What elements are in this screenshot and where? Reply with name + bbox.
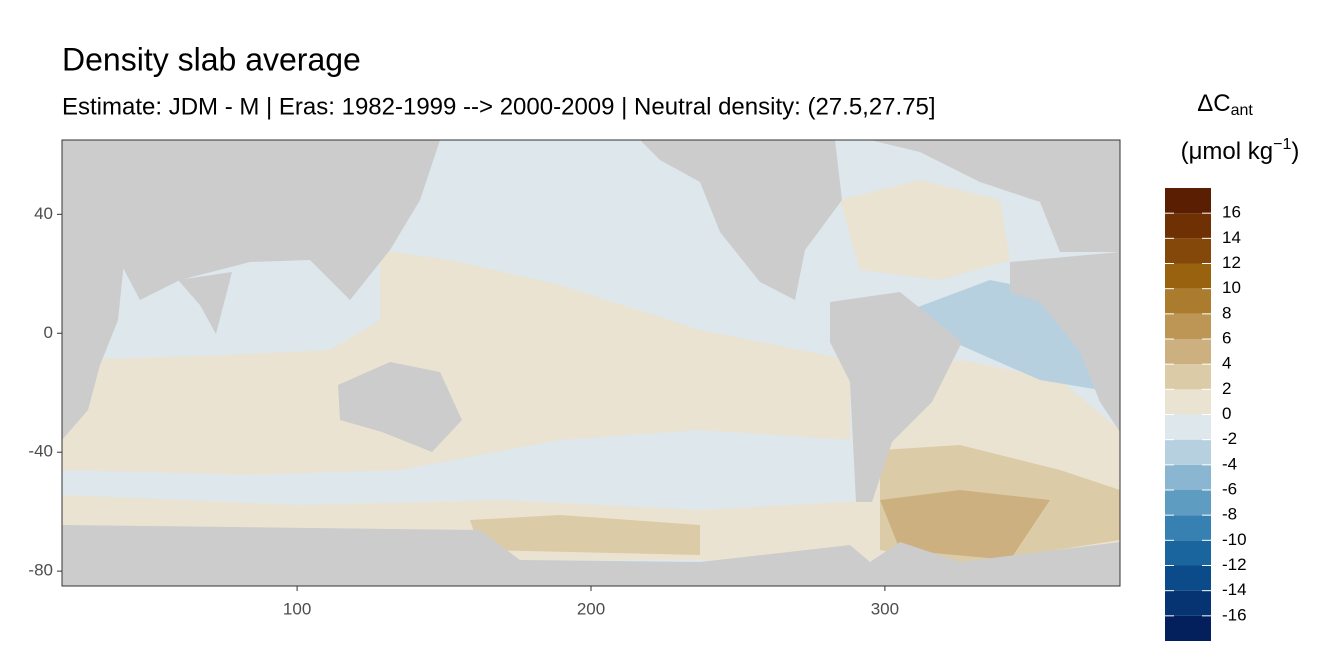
legend-unit-main: (μmol kg [1181, 138, 1274, 165]
y-tick-label: -40 [28, 442, 53, 461]
x-tick-label: 100 [283, 599, 311, 618]
legend-label: 0 [1222, 404, 1231, 423]
ocean-region [470, 515, 700, 555]
colorbar-bin [1165, 389, 1211, 415]
ocean-region [62, 250, 850, 475]
legend-label: 10 [1222, 278, 1241, 297]
legend-label: 8 [1222, 303, 1231, 322]
map-layer [62, 140, 1120, 586]
legend-label: -14 [1222, 580, 1247, 599]
land [62, 258, 124, 440]
colorbar-bin [1165, 615, 1211, 641]
legend-label: 2 [1222, 379, 1231, 398]
land [870, 140, 1120, 252]
legend-label: -8 [1222, 505, 1237, 524]
colorbar-bin [1165, 490, 1211, 516]
colorbar-bin [1165, 540, 1211, 566]
legend-label: -2 [1222, 429, 1237, 448]
legend-title: ΔCant [1197, 90, 1253, 119]
land [830, 292, 962, 502]
x-tick-label: 300 [871, 599, 899, 618]
legend-label: 12 [1222, 253, 1241, 272]
chart-subtitle: Estimate: JDM - M | Eras: 1982-1999 --> … [62, 93, 936, 120]
colorbar-bin [1165, 339, 1211, 365]
land [62, 140, 440, 300]
y-tick-label: -80 [28, 561, 53, 580]
legend-label: 16 [1222, 203, 1241, 222]
ocean-region [840, 180, 1010, 280]
colorbar-bin [1165, 565, 1211, 591]
colorbar-bin [1165, 313, 1211, 339]
legend-unit-close: ) [1291, 138, 1299, 165]
colorbar-bin [1165, 590, 1211, 616]
land [178, 272, 232, 334]
land [62, 525, 1120, 586]
legend-label: -12 [1222, 555, 1247, 574]
colorbar-bin [1165, 188, 1211, 214]
y-tick-label: 40 [34, 204, 53, 223]
land [338, 362, 462, 452]
colorbar-bin [1165, 213, 1211, 239]
legend-label: 14 [1222, 228, 1241, 247]
colorbar-bin [1165, 414, 1211, 440]
legend-label: -16 [1222, 605, 1247, 624]
ocean-region [880, 490, 1050, 560]
legend-title-sub: ant [1231, 102, 1254, 119]
colorbar-bin [1165, 439, 1211, 465]
legend-title-main: ΔC [1197, 90, 1230, 117]
colorbar-bin [1165, 364, 1211, 390]
legend-label: 6 [1222, 328, 1231, 347]
map [61, 139, 1121, 587]
legend-label: -6 [1222, 479, 1237, 498]
legend-unit: (μmol kg−1) [1181, 136, 1300, 165]
land [1010, 252, 1120, 432]
colorbar-bin [1165, 515, 1211, 541]
legend-label: 4 [1222, 354, 1231, 373]
legend-label: -10 [1222, 530, 1247, 549]
legend-label: -4 [1222, 454, 1237, 473]
land [640, 140, 842, 300]
y-tick-label: 0 [44, 323, 53, 342]
colorbar-bin [1165, 263, 1211, 289]
x-tick-label: 200 [577, 599, 605, 618]
legend-unit-sup: −1 [1273, 136, 1291, 153]
colorbar-bin [1165, 238, 1211, 264]
colorbar-bin [1165, 288, 1211, 314]
colorbar-bin [1165, 464, 1211, 490]
chart-title: Density slab average [62, 41, 361, 77]
